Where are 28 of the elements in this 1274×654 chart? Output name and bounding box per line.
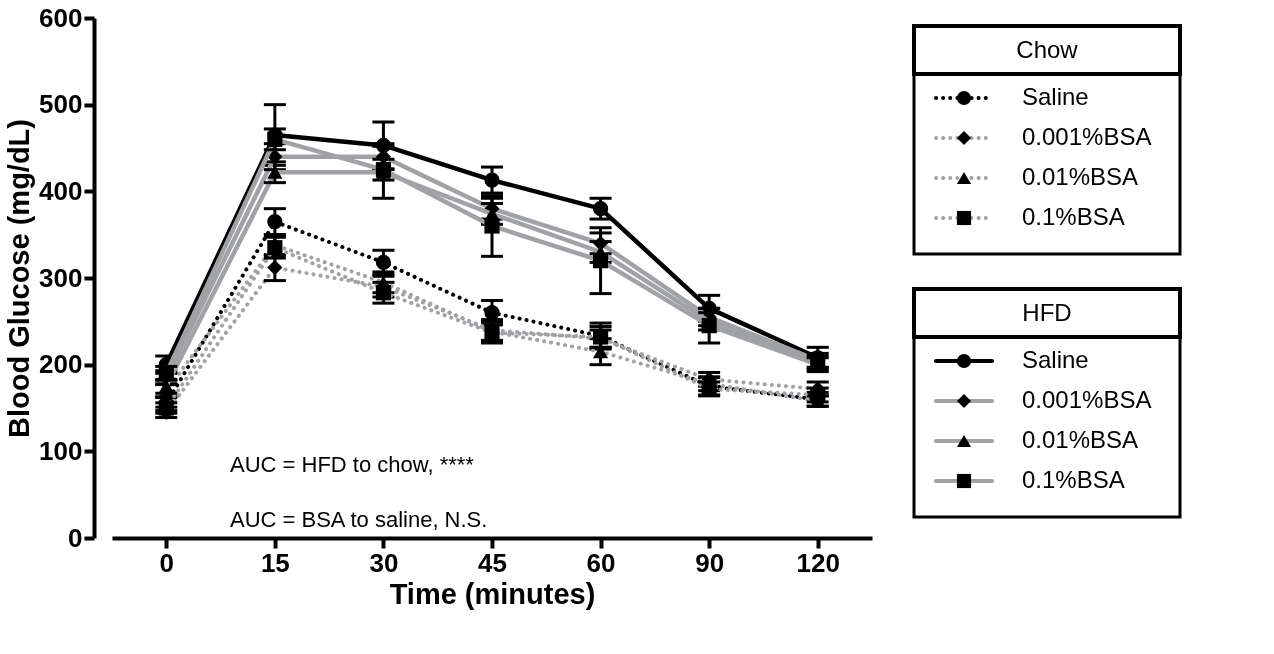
- legend-label: Saline: [1022, 346, 1089, 373]
- x-tick-label: 30: [369, 547, 399, 578]
- y-tick-label: 100: [39, 435, 83, 466]
- legend-label: 0.1%BSA: [1022, 203, 1125, 230]
- y-tick-label: 600: [39, 2, 83, 33]
- x-axis-title: Time (minutes): [389, 577, 596, 610]
- x-tick-label: 90: [695, 547, 725, 578]
- text: HFD: [1022, 299, 1072, 326]
- text: Chow: [1016, 36, 1078, 63]
- legend-label: 0.001%BSA: [1022, 123, 1152, 150]
- y-tick-label: 300: [39, 262, 83, 293]
- y-axis-title: Blood Glucose (mg/dL): [3, 119, 36, 438]
- x-tick-label: 45: [478, 547, 507, 578]
- x-tick-label: 60: [586, 547, 616, 578]
- legend-label: 0.1%BSA: [1022, 466, 1125, 493]
- annotation: AUC = BSA to saline, N.S.: [230, 507, 488, 532]
- y-tick-label: 0: [68, 522, 83, 553]
- x-tick-label: 15: [260, 547, 290, 578]
- y-tick-label: 500: [39, 89, 83, 120]
- legend-label: 0.01%BSA: [1022, 163, 1139, 190]
- legend-label: Saline: [1022, 83, 1089, 110]
- legend-label: 0.001%BSA: [1022, 386, 1152, 413]
- y-tick-label: 400: [39, 175, 83, 206]
- y-tick-label: 200: [39, 349, 83, 380]
- x-tick-label: 120: [796, 547, 840, 578]
- legend-label: 0.01%BSA: [1022, 426, 1139, 453]
- annotation: AUC = HFD to chow, ****: [230, 452, 475, 477]
- x-tick-label: 0: [159, 547, 175, 578]
